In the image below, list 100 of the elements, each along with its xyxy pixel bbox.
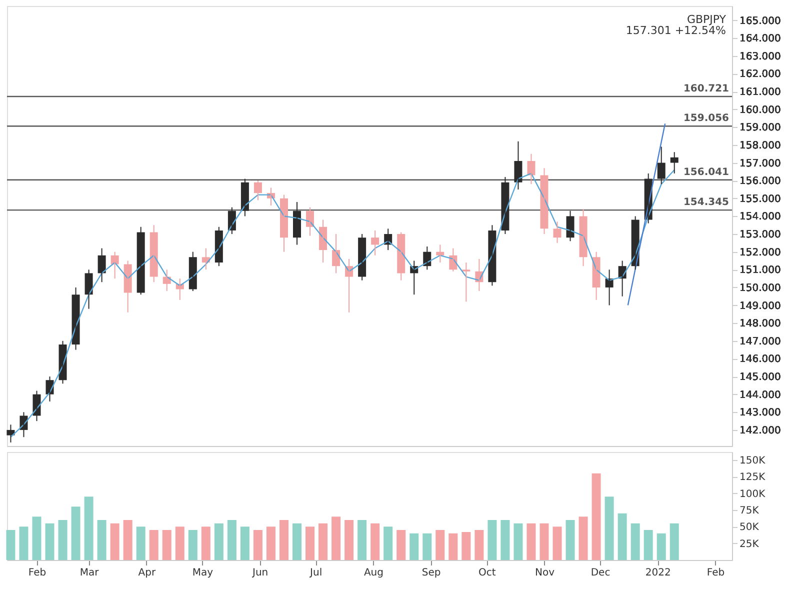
x-tick-label: Mar xyxy=(80,568,100,578)
bar xyxy=(332,516,341,560)
x-tick-label: Dec xyxy=(590,568,610,578)
bar xyxy=(514,523,523,560)
bar xyxy=(474,530,484,560)
bar xyxy=(670,523,679,560)
bar xyxy=(384,526,393,560)
y-tick-label: 155.000 xyxy=(740,194,781,205)
x-tick-label: May xyxy=(192,568,214,578)
y-tick-label: 147.000 xyxy=(740,336,781,348)
y-tick-label: 150K xyxy=(740,456,766,466)
y-tick-label: 100K xyxy=(740,488,766,500)
bar xyxy=(500,520,510,560)
bar xyxy=(410,533,419,560)
bar xyxy=(149,530,158,560)
bar xyxy=(566,520,575,560)
y-tick-label: 163.000 xyxy=(740,51,781,62)
x-tick-label: 2022 xyxy=(645,568,671,578)
bar xyxy=(540,523,549,560)
bar xyxy=(214,523,224,560)
bar xyxy=(526,523,536,560)
bar xyxy=(630,523,640,560)
x-tick-label: Feb xyxy=(706,568,725,578)
y-tick-label: 150.000 xyxy=(740,282,781,294)
bar xyxy=(201,526,210,560)
bar xyxy=(306,526,315,560)
y-tick-label: 164.000 xyxy=(740,34,781,45)
y-tick-label: 25K xyxy=(740,538,760,550)
y-tick-label: 165.000 xyxy=(740,16,781,27)
bar xyxy=(19,526,28,560)
candlestick xyxy=(670,152,678,174)
bar xyxy=(370,523,380,560)
y-tick-label: 143.000 xyxy=(740,408,781,419)
bar xyxy=(592,473,601,560)
bar xyxy=(175,526,184,560)
bar xyxy=(58,520,68,560)
y-tick-label: 50K xyxy=(740,522,760,534)
bar xyxy=(97,520,106,560)
bar xyxy=(656,533,666,560)
bar xyxy=(396,530,406,560)
annotation: GBPJPY xyxy=(686,13,726,26)
ref-line-label: 156.041 xyxy=(683,166,730,178)
x-tick-label: Feb xyxy=(28,568,46,578)
bar xyxy=(462,532,471,560)
bar xyxy=(618,513,627,560)
y-tick-label: 158.000 xyxy=(740,140,781,152)
x-tick-label: Jul xyxy=(309,568,322,578)
y-tick-label: 151.000 xyxy=(740,265,781,276)
bar xyxy=(136,526,146,560)
bar xyxy=(110,523,120,560)
bar xyxy=(644,530,653,560)
y-tick-label: 149.000 xyxy=(740,300,781,312)
ref-line-label: 159.056 xyxy=(683,113,730,124)
bar xyxy=(240,526,250,560)
bar xyxy=(552,526,562,560)
x-tick-label: Sep xyxy=(422,568,441,578)
y-tick-label: 154.000 xyxy=(740,212,781,223)
ref-line-label: 160.721 xyxy=(683,83,730,94)
x-tick-label: Aug xyxy=(364,568,384,578)
bar xyxy=(292,523,302,560)
bar xyxy=(162,530,172,560)
bar xyxy=(279,520,288,560)
y-tick-label: 156.000 xyxy=(740,176,781,188)
x-tick-label: Nov xyxy=(534,568,555,578)
bar xyxy=(71,506,80,560)
bar xyxy=(253,530,262,560)
y-tick-label: 160.000 xyxy=(740,104,781,116)
y-tick-label: 159.000 xyxy=(740,122,781,134)
x-tick-label: Apr xyxy=(138,568,156,578)
bar xyxy=(318,523,328,560)
ref-line-label: 154.345 xyxy=(683,197,730,208)
x-tick-label: Jun xyxy=(252,568,268,578)
y-tick-label: 75K xyxy=(740,506,760,516)
bar xyxy=(358,520,367,560)
bar xyxy=(84,496,94,560)
y-tick-label: 146.000 xyxy=(740,354,781,366)
bar xyxy=(604,496,614,560)
y-tick-label: 145.000 xyxy=(740,372,781,384)
y-tick-label: 157.000 xyxy=(740,158,781,170)
candlestick xyxy=(462,262,470,302)
bar xyxy=(578,516,588,560)
y-tick-label: 161.000 xyxy=(740,87,781,98)
y-tick-label: 148.000 xyxy=(740,318,781,330)
bar xyxy=(6,530,16,560)
bar xyxy=(188,530,198,560)
bar xyxy=(32,516,42,560)
y-tick-label: 142.000 xyxy=(740,425,781,436)
bar xyxy=(45,523,54,560)
y-tick-label: 153.000 xyxy=(740,230,781,241)
y-tick-label: 144.000 xyxy=(740,390,781,401)
x-tick-label: Oct xyxy=(478,568,496,578)
bar xyxy=(344,520,354,560)
bar xyxy=(448,533,458,560)
y-tick-label: 152.000 xyxy=(740,247,781,258)
bar xyxy=(436,530,445,560)
bar xyxy=(266,526,276,560)
bar xyxy=(488,520,497,560)
y-tick-label: 162.000 xyxy=(740,69,781,80)
y-tick-label: 125K xyxy=(740,472,766,484)
bar xyxy=(123,520,132,560)
